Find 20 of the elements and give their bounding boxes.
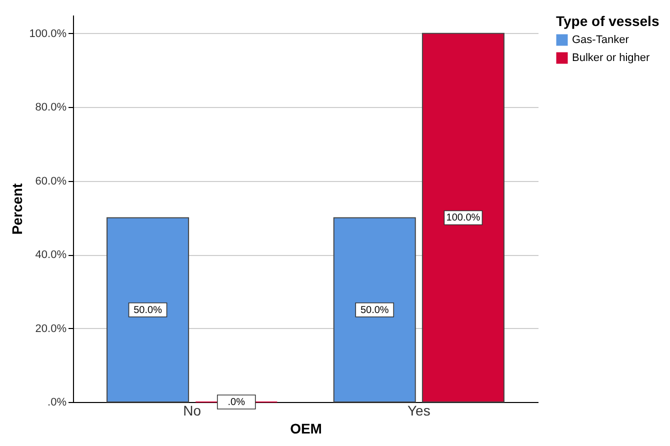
x-tick-label: Yes <box>407 402 430 418</box>
bar <box>106 217 190 402</box>
y-tick-label: .0% <box>48 396 67 408</box>
y-tick-label: 20.0% <box>35 322 67 335</box>
y-tick-label: 100.0% <box>29 28 67 40</box>
legend-title: Type of vessels <box>556 13 660 29</box>
y-tick-label: 60.0% <box>35 175 67 188</box>
y-tick-label: 80.0% <box>35 102 67 114</box>
y-tick-label: 40.0% <box>35 249 67 262</box>
legend-label: Gas-Tanker <box>572 34 630 46</box>
y-axis-title: Percent <box>9 182 26 235</box>
x-axis-title: OEM <box>290 420 322 436</box>
legend-label: Bulker or higher <box>572 52 650 64</box>
data-label: 50.0% <box>360 304 389 316</box>
bar <box>333 217 416 402</box>
data-label: 50.0% <box>134 304 162 316</box>
data-label: .0% <box>228 397 246 408</box>
data-label: 100.0% <box>446 212 480 224</box>
bar <box>422 32 504 402</box>
x-tick-label: No <box>183 402 202 418</box>
